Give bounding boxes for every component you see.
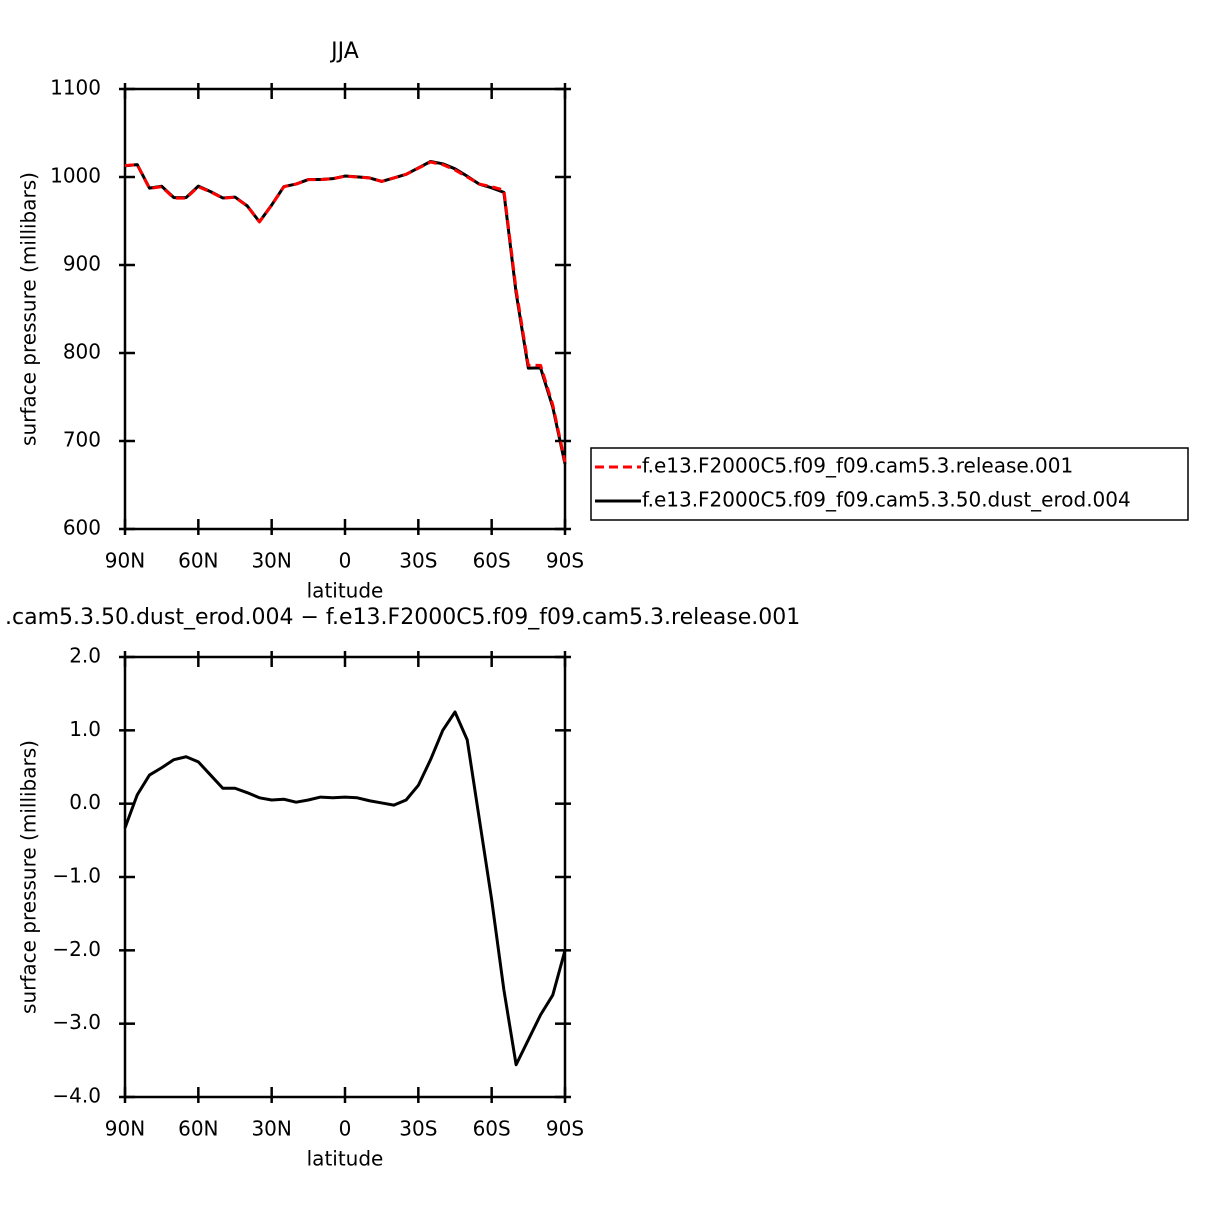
x-tick-label: 60N <box>178 1117 218 1141</box>
x-tick-label: 30N <box>251 1117 291 1141</box>
x-axis-label: latitude <box>307 1147 384 1171</box>
legend-label: f.e13.F2000C5.f09_f09.cam5.3.50.dust_ero… <box>642 488 1131 512</box>
x-tick-label: 30S <box>399 549 437 573</box>
y-tick-label: −4.0 <box>52 1084 101 1108</box>
y-tick-label: 1000 <box>50 164 101 188</box>
y-tick-label: 1.0 <box>69 717 101 741</box>
x-tick-label: 60S <box>473 549 511 573</box>
y-tick-label: −2.0 <box>52 937 101 961</box>
y-tick-label: 0.0 <box>69 790 101 814</box>
y-tick-label: −1.0 <box>52 864 101 888</box>
x-tick-label: 90N <box>105 549 145 573</box>
y-axis-label: surface pressure (millibars) <box>17 740 41 1014</box>
y-tick-label: 700 <box>63 428 101 452</box>
data-line <box>124 160 567 463</box>
legend-label: f.e13.F2000C5.f09_f09.cam5.3.release.001 <box>642 454 1073 478</box>
y-tick-label: 800 <box>63 340 101 364</box>
data-line <box>123 710 567 1067</box>
x-tick-label: 0 <box>339 549 352 573</box>
chart-title: JJA <box>329 39 359 64</box>
x-tick-label: 0 <box>339 1117 352 1141</box>
y-tick-label: 1100 <box>50 76 101 100</box>
x-tick-label: 90S <box>546 549 584 573</box>
y-tick-label: 2.0 <box>69 644 101 668</box>
chart-title: .cam5.3.50.dust_erod.004 − f.e13.F2000C5… <box>5 605 800 630</box>
y-tick-label: −3.0 <box>52 1010 101 1034</box>
x-tick-label: 60N <box>178 549 218 573</box>
data-line <box>124 160 567 465</box>
x-axis-label: latitude <box>307 579 384 603</box>
x-tick-label: 30S <box>399 1117 437 1141</box>
x-tick-label: 30N <box>251 549 291 573</box>
plot-frame <box>123 655 567 1099</box>
legend-box <box>590 447 1189 521</box>
y-axis-label: surface pressure (millibars) <box>17 172 41 446</box>
y-tick-label: 900 <box>63 252 101 276</box>
x-tick-label: 90S <box>546 1117 584 1141</box>
y-tick-label: 600 <box>63 516 101 540</box>
plot-frame <box>123 87 567 531</box>
x-tick-label: 60S <box>473 1117 511 1141</box>
x-tick-label: 90N <box>105 1117 145 1141</box>
